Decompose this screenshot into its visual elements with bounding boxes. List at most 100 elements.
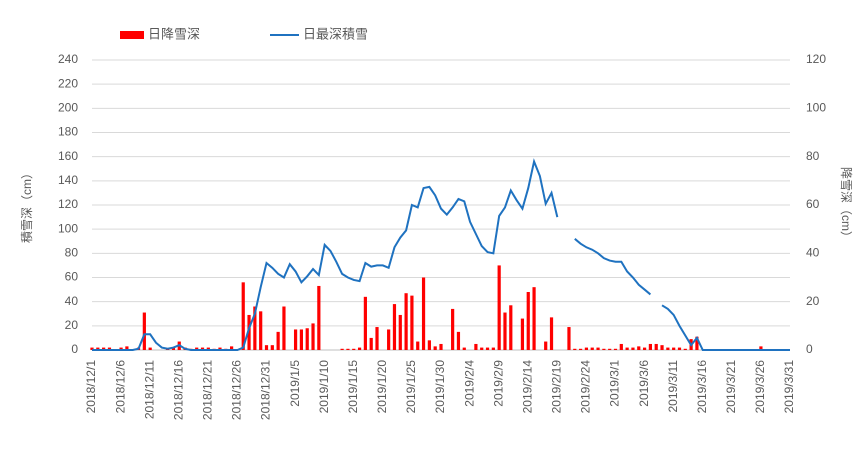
bar — [421, 277, 426, 350]
bar — [427, 340, 431, 350]
bar — [195, 347, 199, 350]
bar — [608, 348, 612, 350]
x-tick-label: 2019/2/9 — [491, 360, 505, 407]
x-tick-label: 2019/3/11 — [666, 360, 680, 413]
y-tick-label: 120 — [58, 197, 78, 211]
y-tick-label: 80 — [65, 246, 79, 260]
bar — [311, 323, 315, 350]
bar — [439, 343, 443, 350]
bar — [491, 347, 495, 350]
bar — [526, 292, 530, 350]
bar — [247, 314, 251, 350]
bar — [485, 347, 490, 350]
legend-label: 日最深積雪 — [303, 26, 368, 41]
bar — [200, 347, 205, 350]
bar — [392, 304, 397, 350]
y-tick-label: 20 — [65, 318, 79, 332]
bar — [90, 347, 94, 350]
y-tick-label: 180 — [58, 125, 78, 139]
bar — [462, 347, 466, 350]
bar — [206, 347, 210, 350]
bar — [596, 347, 600, 350]
y2-tick-label: 40 — [806, 246, 820, 260]
bar — [451, 308, 455, 350]
bar — [666, 347, 670, 350]
y2-tick-label: 80 — [806, 149, 820, 163]
bar — [375, 327, 379, 350]
bar — [672, 347, 676, 350]
bar — [497, 265, 501, 350]
bar — [253, 306, 257, 350]
bar — [456, 331, 461, 350]
y2-tick-label: 60 — [806, 197, 820, 211]
bar — [171, 347, 176, 350]
bar — [625, 347, 629, 350]
bar — [352, 348, 356, 350]
bar — [590, 347, 594, 350]
bar — [230, 346, 234, 350]
y-tick-label: 160 — [58, 149, 78, 163]
x-tick-label: 2018/12/1 — [84, 360, 98, 414]
y-tick-label: 200 — [58, 101, 78, 115]
y-tick-label: 60 — [65, 270, 79, 284]
bar — [613, 348, 618, 350]
bar — [119, 347, 123, 350]
bar — [410, 295, 414, 350]
y-tick-label: 100 — [58, 221, 78, 235]
x-tick-label: 2019/3/26 — [753, 360, 767, 414]
x-tick-label: 2019/2/14 — [520, 360, 534, 414]
bar — [125, 346, 129, 350]
x-tick-label: 2019/1/10 — [317, 360, 331, 414]
x-tick-label: 2019/1/20 — [375, 360, 389, 414]
bar — [142, 312, 146, 350]
bar — [317, 285, 321, 350]
x-tick-label: 2019/1/30 — [433, 360, 447, 414]
bar — [404, 293, 408, 350]
y2-axis-label: 降雪深（cm） — [839, 167, 853, 243]
bar — [305, 328, 309, 350]
y2-tick-label: 20 — [806, 294, 820, 308]
bar — [346, 348, 350, 350]
y2-tick-label: 120 — [806, 52, 826, 66]
y-tick-label: 140 — [58, 173, 78, 187]
bar — [96, 347, 100, 350]
bar — [241, 282, 245, 350]
bar — [398, 314, 402, 350]
legend-swatch — [120, 31, 144, 39]
x-tick-label: 2019/2/24 — [579, 360, 593, 414]
bar — [259, 311, 263, 350]
y2-tick-label: 0 — [806, 342, 813, 356]
bar — [549, 317, 554, 350]
x-tick-label: 2018/12/6 — [113, 360, 127, 414]
x-tick-label: 2019/1/25 — [404, 360, 418, 414]
bar — [293, 329, 298, 350]
bar — [433, 346, 437, 350]
bar — [480, 347, 484, 350]
bar — [695, 336, 699, 350]
bar — [584, 347, 589, 350]
x-tick-label: 2018/12/16 — [171, 360, 185, 420]
x-tick-label: 2018/12/21 — [201, 360, 215, 420]
bar — [544, 341, 548, 350]
bar — [660, 345, 664, 350]
x-tick-label: 2019/1/15 — [346, 360, 360, 414]
bar — [567, 327, 571, 350]
bar — [363, 296, 367, 350]
bar — [299, 329, 303, 350]
bar — [642, 347, 647, 350]
legend-label: 日降雪深 — [148, 26, 200, 41]
y-tick-label: 220 — [58, 76, 78, 90]
bar — [102, 347, 106, 350]
x-tick-label: 2018/12/31 — [259, 360, 273, 420]
bar — [654, 343, 658, 350]
bar — [759, 346, 763, 350]
x-tick-label: 2019/2/4 — [462, 360, 476, 407]
bar — [619, 343, 623, 350]
x-tick-label: 2019/2/19 — [550, 360, 564, 414]
bar — [520, 318, 525, 350]
bar — [509, 305, 513, 350]
x-tick-label: 2018/12/26 — [230, 360, 244, 420]
y2-tick-label: 100 — [806, 101, 826, 115]
bar — [340, 348, 344, 350]
bar — [107, 347, 112, 350]
